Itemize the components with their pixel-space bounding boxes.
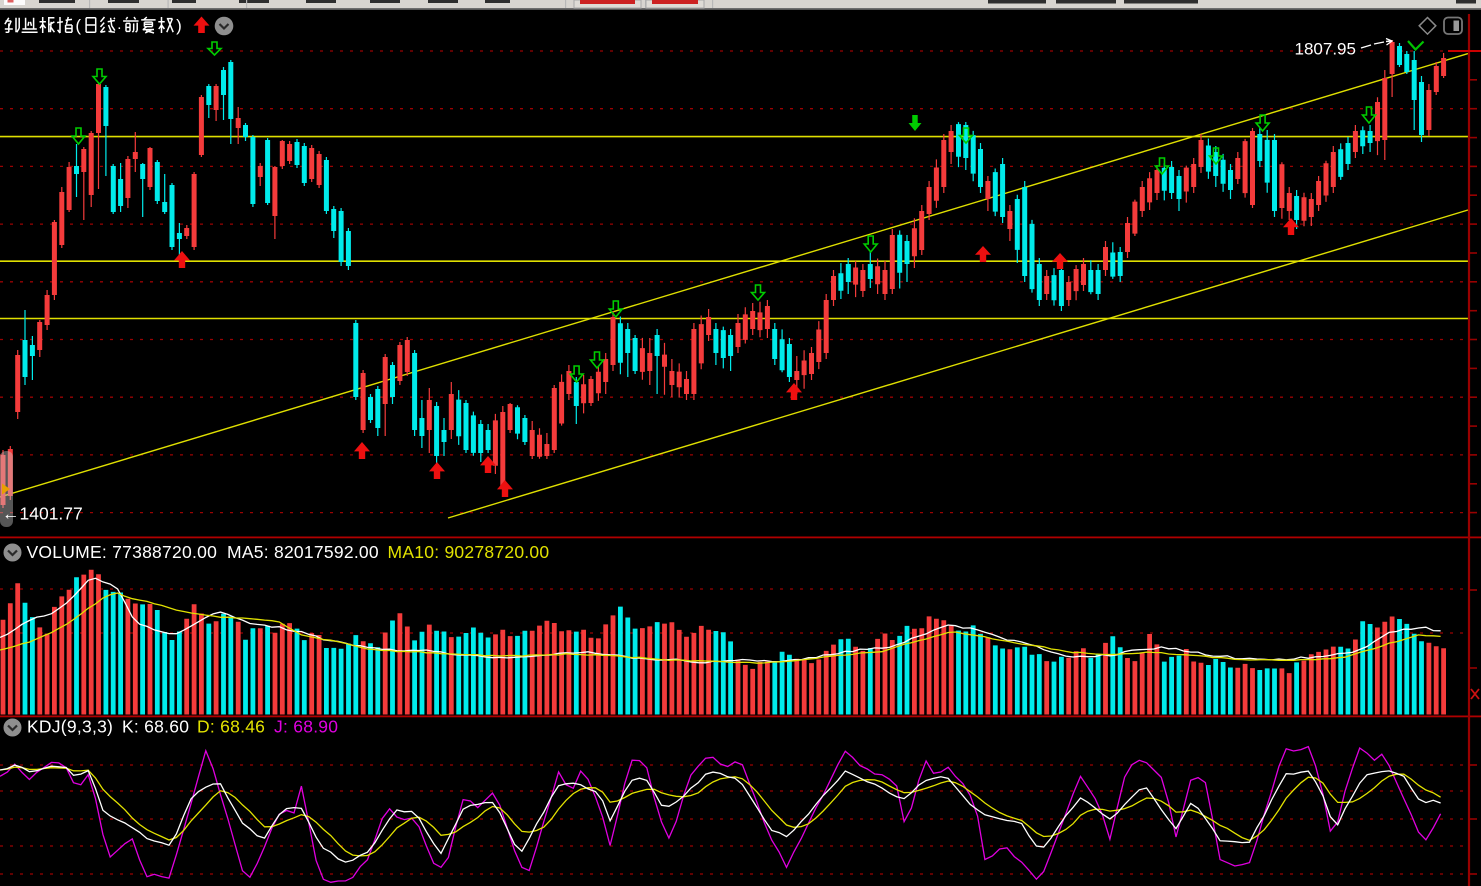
- svg-text:MA5: 82017592.00: MA5: 82017592.00: [227, 542, 379, 562]
- svg-text:1807.95: 1807.95: [1295, 40, 1356, 59]
- svg-text:←1401.77: ←1401.77: [2, 504, 83, 524]
- svg-text:MA10: 90278720.00: MA10: 90278720.00: [388, 542, 550, 562]
- svg-text:.: .: [117, 16, 121, 33]
- svg-text:VOLUME: 77388720.00: VOLUME: 77388720.00: [27, 542, 218, 562]
- svg-text:K: 68.60: K: 68.60: [122, 717, 189, 737]
- svg-text:KDJ(9,3,3): KDJ(9,3,3): [27, 717, 113, 737]
- svg-text:): ): [176, 16, 182, 35]
- svg-text:J: 68.90: J: 68.90: [274, 717, 338, 737]
- svg-text:(: (: [75, 16, 81, 35]
- svg-text:D: 68.46: D: 68.46: [197, 717, 265, 737]
